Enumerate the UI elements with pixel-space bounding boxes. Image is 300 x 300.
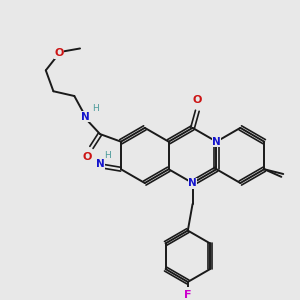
Text: O: O [82, 152, 92, 162]
Text: N: N [81, 112, 90, 122]
Text: N: N [212, 137, 221, 147]
Text: O: O [193, 95, 202, 105]
Text: N: N [96, 160, 104, 170]
Text: H: H [92, 104, 99, 113]
Text: O: O [54, 48, 64, 58]
Text: N: N [188, 178, 197, 188]
Text: F: F [184, 290, 192, 300]
Text: H: H [104, 152, 111, 160]
